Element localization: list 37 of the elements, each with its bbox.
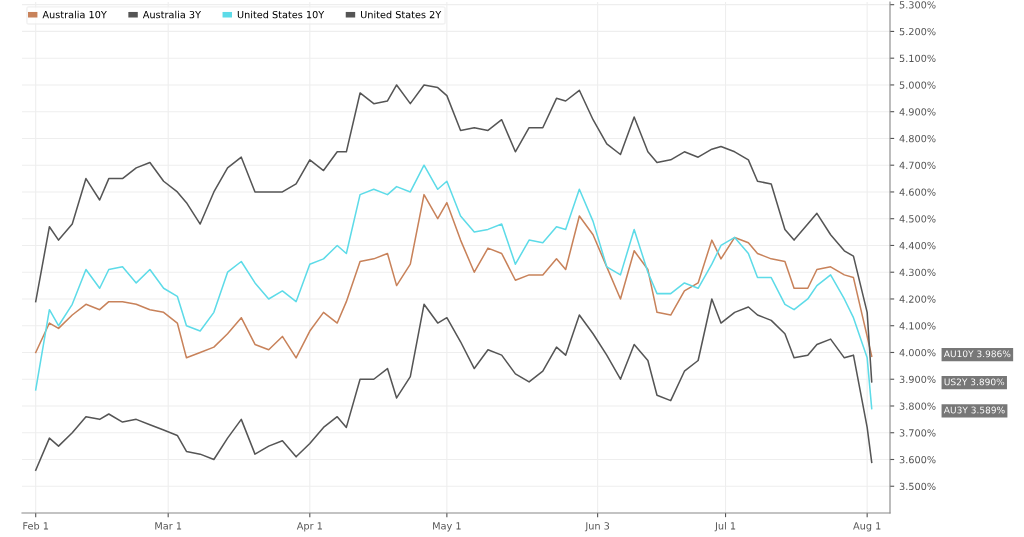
y-tick-label: 3.500% <box>899 482 936 491</box>
line-series <box>34 84 873 383</box>
y-tick-label: 4.100% <box>899 322 936 330</box>
x-tick-label: May 1 <box>433 522 461 532</box>
y-tick-label: 4.700% <box>899 161 936 170</box>
y-tick-label: 4.500% <box>899 215 936 223</box>
text: US2Y 3.890% <box>944 378 1005 386</box>
y-tick-label: 3.800% <box>899 402 936 410</box>
x-tick-label: Mar 1 <box>155 522 182 530</box>
y-tick-label: 5.000% <box>899 81 936 89</box>
x-tick-label: Jun 3 <box>584 522 610 532</box>
y-tick-label: 5.300% <box>899 1 936 9</box>
line-series <box>34 164 873 410</box>
y-tick-label: 3.900% <box>899 375 936 384</box>
y-tick-label: 4.200% <box>899 295 936 303</box>
x-tick-label: Feb 1 <box>23 522 49 530</box>
y-tick-label: 4.300% <box>899 268 936 277</box>
y-tick-label: 4.000% <box>899 348 936 357</box>
y-tick-label: 3.700% <box>899 429 936 437</box>
y-tick-label: 4.600% <box>899 188 936 196</box>
legend-label: Australia 3Y <box>142 10 202 19</box>
line-series <box>34 298 873 471</box>
y-tick-label: 5.200% <box>899 27 936 36</box>
line-series <box>34 193 873 359</box>
legend-label: United States 2Y <box>361 10 442 19</box>
x-tick-label: Jul 1 <box>714 522 736 532</box>
legend-label: Australia 10Y <box>42 10 107 19</box>
x-tick-label: Apr 1 <box>296 522 322 532</box>
y-tick-label: 3.600% <box>899 455 936 464</box>
y-tick-label: 4.900% <box>899 108 936 116</box>
y-tick-label: 4.800% <box>899 134 936 143</box>
text: AU10Y 3.986% <box>943 350 1011 358</box>
legend-label: United States 10Y <box>237 10 325 19</box>
text: AU3Y 3.589% <box>943 406 1005 414</box>
y-tick-label: 5.100% <box>899 54 936 63</box>
y-tick-label: 4.400% <box>899 241 936 250</box>
x-tick-label: Aug 1 <box>853 522 881 532</box>
